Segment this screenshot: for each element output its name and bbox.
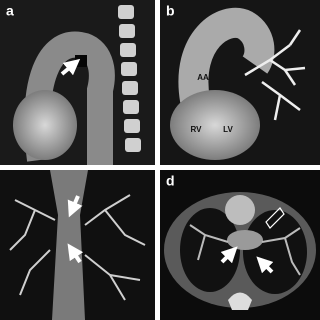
arrow <box>60 58 81 76</box>
pulmonary-vessels <box>244 29 306 121</box>
panel-label: b <box>166 3 175 19</box>
panel-label: a <box>6 3 14 19</box>
annotation: LV <box>223 125 233 134</box>
arrow <box>220 246 238 264</box>
panel-label: d <box>166 173 175 189</box>
panel-d: d <box>160 170 320 320</box>
aorta <box>225 195 255 225</box>
annotation: RV <box>191 125 203 134</box>
open-arrow <box>265 207 285 229</box>
pulmonary-vessels <box>189 224 301 276</box>
arrow <box>67 243 84 264</box>
aorta <box>178 7 275 103</box>
heart <box>170 90 260 160</box>
pulmonary-vessels <box>9 194 146 301</box>
annotation: AA <box>197 73 209 82</box>
dissection-flap <box>75 55 87 67</box>
panel-b: AA RV LV b <box>160 0 320 165</box>
panel-a: a <box>0 0 155 165</box>
vertebra <box>228 292 252 310</box>
pulmonary-artery <box>227 230 263 250</box>
panel-c <box>0 170 155 320</box>
arrow <box>256 256 274 274</box>
heart <box>13 90 77 160</box>
spine <box>118 5 141 152</box>
arrow <box>67 195 83 218</box>
